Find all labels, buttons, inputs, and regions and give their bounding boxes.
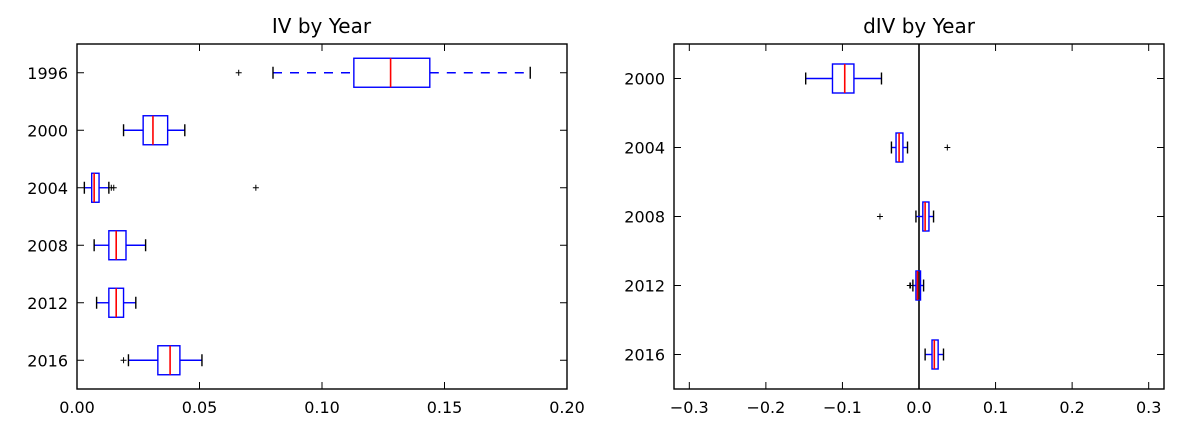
x-tick-label: 0.05 bbox=[182, 398, 218, 417]
iqr-box bbox=[157, 345, 181, 376]
y-tick-label-2016: 2016 bbox=[624, 346, 665, 365]
div-axes-frame bbox=[673, 43, 1165, 390]
x-tick-label: 0.15 bbox=[427, 398, 463, 417]
div-marks bbox=[804, 44, 951, 389]
box-2016 bbox=[120, 345, 203, 376]
x-tick-label: 0.2 bbox=[1059, 398, 1084, 417]
y-tick-label-2004: 2004 bbox=[27, 179, 68, 198]
box-2016 bbox=[924, 339, 945, 370]
iv-by-year-panel: IV by Year 1996 2000 2004 2008 2012 2016 0.00… bbox=[27, 14, 585, 417]
iqr-box bbox=[353, 57, 431, 88]
box-2012 bbox=[95, 287, 137, 318]
outlier-marker bbox=[252, 184, 259, 191]
y-tick-label-2000: 2000 bbox=[27, 121, 68, 140]
iv-chart-title: IV by Year bbox=[272, 14, 372, 38]
outlier-marker bbox=[876, 213, 883, 220]
y-tick-label-1996: 1996 bbox=[27, 64, 68, 83]
y-tick-label-2008: 2008 bbox=[27, 236, 68, 255]
x-tick-label: −0.2 bbox=[746, 398, 785, 417]
div-x-ticks: −0.3 −0.2 −0.1 0.0 0.1 0.2 0.3 bbox=[670, 44, 1161, 417]
x-tick-label: 0.10 bbox=[304, 398, 340, 417]
y-tick-label-2016: 2016 bbox=[27, 351, 68, 370]
iv-marks bbox=[83, 57, 531, 376]
y-tick-label-2004: 2004 bbox=[624, 139, 665, 158]
iv-axes-frame bbox=[76, 43, 568, 390]
iqr-box bbox=[90, 172, 100, 203]
box-2008 bbox=[876, 201, 935, 232]
x-tick-label: −0.3 bbox=[670, 398, 709, 417]
iv-x-ticks: 0.00 0.05 0.10 0.15 0.20 bbox=[59, 44, 585, 417]
x-tick-label: 0.1 bbox=[983, 398, 1008, 417]
y-tick-label-2012: 2012 bbox=[624, 277, 665, 296]
iqr-box bbox=[108, 230, 127, 261]
x-tick-label: 0.00 bbox=[59, 398, 95, 417]
x-tick-label: 0.3 bbox=[1136, 398, 1161, 417]
outlier-marker bbox=[235, 69, 242, 76]
y-tick-label-2000: 2000 bbox=[624, 70, 665, 89]
box-2004 bbox=[890, 132, 951, 163]
box-2004 bbox=[83, 172, 259, 203]
iqr-box bbox=[831, 63, 855, 94]
x-tick-label: 0.20 bbox=[549, 398, 585, 417]
box-1996 bbox=[235, 57, 531, 88]
x-tick-label: −0.1 bbox=[823, 398, 862, 417]
div-chart-title: dIV by Year bbox=[863, 14, 976, 38]
outlier-marker bbox=[907, 282, 914, 289]
outlier-marker bbox=[944, 144, 951, 151]
outlier-marker bbox=[110, 184, 117, 191]
box-2000 bbox=[804, 63, 883, 94]
outlier-marker bbox=[120, 357, 127, 364]
div-y-ticks: 2000 2004 2008 2012 2016 bbox=[624, 70, 1164, 365]
iqr-box bbox=[142, 115, 169, 146]
y-tick-label-2008: 2008 bbox=[624, 208, 665, 227]
box-2000 bbox=[122, 115, 186, 146]
x-tick-label: 0.0 bbox=[906, 398, 931, 417]
box-2012 bbox=[906, 270, 925, 301]
y-tick-label-2012: 2012 bbox=[27, 294, 68, 313]
box-2008 bbox=[93, 230, 147, 261]
iv-y-ticks: 1996 2000 2004 2008 2012 2016 bbox=[27, 64, 567, 370]
